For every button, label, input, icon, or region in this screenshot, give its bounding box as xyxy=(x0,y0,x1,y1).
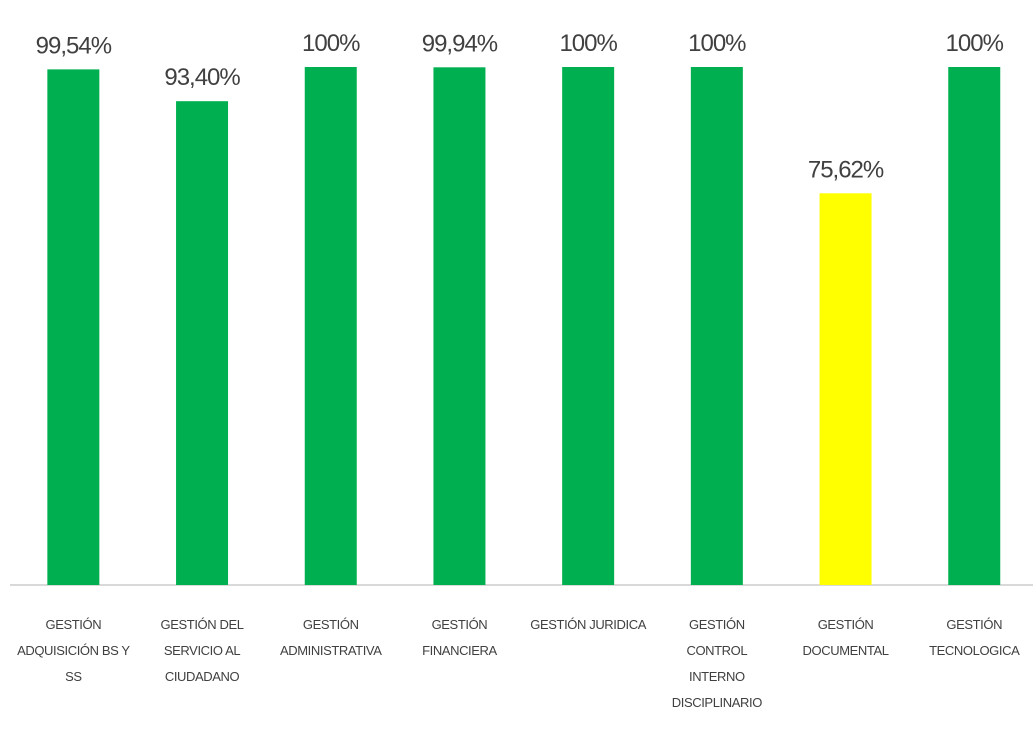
value-label: 75,62% xyxy=(808,156,884,183)
x-tick-label: GESTIÓN TECNOLOGICA xyxy=(929,617,1020,658)
x-tick-label: GESTIÓN ADQUISICIÓN BS Y SS xyxy=(17,617,130,684)
bar xyxy=(562,67,615,585)
x-tick-label: GESTIÓN DEL SERVICIO AL CIUDADANO xyxy=(160,617,244,684)
x-tick-label: GESTIÓN FINANCIERA xyxy=(422,617,497,658)
value-label: 100% xyxy=(946,30,1004,57)
x-tick-label: GESTIÓN ADMINISTRATIVA xyxy=(279,617,382,658)
x-tick-label: GESTIÓN DOCUMENTAL xyxy=(802,617,889,658)
bar xyxy=(819,193,872,586)
x-tick-label: GESTIÓN JURIDICA xyxy=(530,617,646,632)
value-label: 100% xyxy=(302,30,360,57)
value-label: 99,54% xyxy=(36,32,112,59)
bar xyxy=(304,67,357,585)
value-label: 100% xyxy=(559,30,617,57)
bar xyxy=(948,67,1001,585)
bar xyxy=(47,69,100,585)
value-label: 100% xyxy=(688,30,746,57)
bar xyxy=(690,67,743,585)
x-tick-label: GESTIÓN CONTROL INTERNO DISCIPLINARIO xyxy=(671,617,763,710)
bar xyxy=(433,67,486,586)
bar xyxy=(176,101,229,586)
value-label: 93,40% xyxy=(164,64,240,91)
value-label: 99,94% xyxy=(422,30,498,57)
